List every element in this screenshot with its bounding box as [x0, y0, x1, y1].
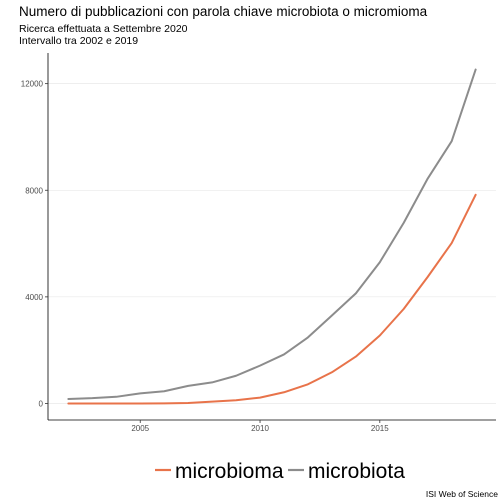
series-line-microbioma — [68, 195, 475, 404]
legend: microbioma microbiota — [155, 460, 405, 483]
y-tick-label: 12000 — [21, 80, 44, 89]
x-tick-label: 2010 — [251, 424, 269, 433]
x-tick-label: 2015 — [371, 424, 389, 433]
x-tick-label: 2005 — [131, 424, 149, 433]
series-line-microbiota — [68, 70, 475, 399]
chart-subtitle-line-1: Ricerca effettuata a Settembre 2020 — [19, 23, 188, 35]
y-tick-label: 8000 — [25, 186, 43, 195]
legend-label-microbioma: microbioma — [175, 460, 284, 483]
y-tick-label: 0 — [39, 399, 44, 408]
chart-caption: ISI Web of Science — [426, 489, 498, 499]
plot-area: 0 4000 8000 12000 2005 2010 2015 — [21, 53, 496, 433]
chart-subtitle-line-2: Intervallo tra 2002 e 2019 — [19, 35, 138, 47]
legend-label-microbiota: microbiota — [308, 460, 405, 483]
chart-title: Numero di pubblicazioni con parola chiav… — [19, 4, 428, 19]
y-tick-label: 4000 — [25, 293, 43, 302]
